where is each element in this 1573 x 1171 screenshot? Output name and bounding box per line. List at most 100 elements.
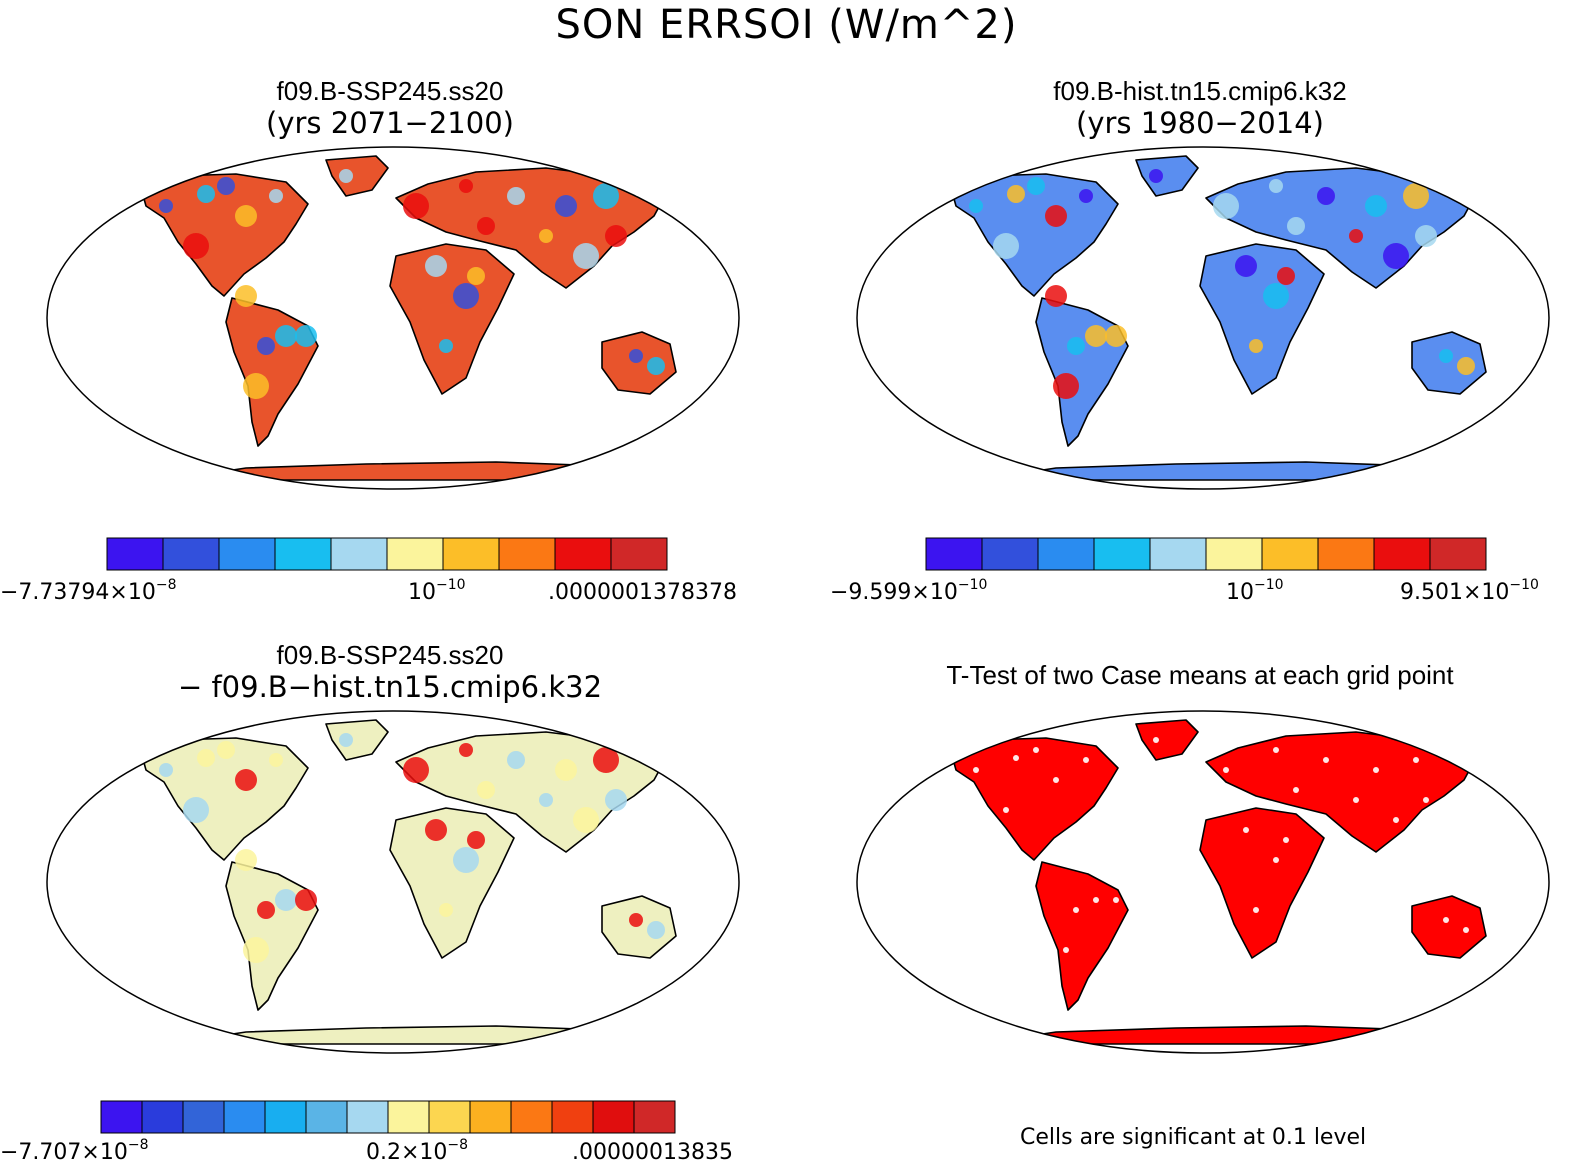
panel1-colorbar-max-label: .0000001378378 xyxy=(548,580,737,605)
field-speckle xyxy=(403,193,429,219)
north-america-landmass xyxy=(950,737,1119,861)
field-speckle xyxy=(235,285,257,307)
field-speckle xyxy=(507,751,525,769)
field-speckle xyxy=(633,727,659,753)
field-speckle xyxy=(969,199,983,213)
colorbar-swatch xyxy=(510,1100,553,1134)
field-speckle xyxy=(1373,767,1379,773)
field-speckle xyxy=(275,325,297,347)
panel3-colorbar-mid-label: 0.2×10−8 xyxy=(366,1137,469,1165)
field-speckle xyxy=(477,781,495,799)
colorbar-swatch xyxy=(223,1100,266,1134)
panel1-title: f09.B-SSP245.ss20 xyxy=(276,76,504,106)
field-speckle xyxy=(1383,243,1409,269)
colorbar-swatch xyxy=(182,1100,225,1134)
field-speckle xyxy=(1083,757,1089,763)
colorbar-swatch xyxy=(387,1100,430,1134)
panel1-world-map xyxy=(46,146,740,490)
colorbar-swatch xyxy=(346,1100,389,1134)
field-speckle xyxy=(1253,907,1259,913)
field-speckle xyxy=(1453,737,1459,743)
field-speckle xyxy=(1443,163,1469,189)
colorbar-swatch xyxy=(1205,537,1263,571)
panel3-colorbar xyxy=(100,1100,676,1134)
colorbar-swatch xyxy=(1149,537,1207,571)
field-speckle xyxy=(647,921,665,939)
panel2-colorbar-max-label: 9.501×10−10 xyxy=(1400,577,1539,605)
field-speckle xyxy=(275,889,297,911)
europe-asia-landmass xyxy=(1205,731,1477,853)
greenland-landmass xyxy=(325,719,389,761)
colorbar-swatch xyxy=(554,537,612,571)
field-speckle xyxy=(1463,927,1469,933)
field-speckle xyxy=(593,183,619,209)
panel2-subtitle: (yrs 1980−2014) xyxy=(1076,106,1324,140)
colorbar-swatch xyxy=(106,537,164,571)
field-speckle xyxy=(1079,189,1093,203)
panel1-colorbar-min-label: −7.73794×10−8 xyxy=(0,577,177,605)
colorbar-swatch xyxy=(162,537,220,571)
field-speckle xyxy=(425,255,447,277)
field-speckle xyxy=(1457,357,1475,375)
field-speckle xyxy=(257,337,275,355)
colorbar-swatch xyxy=(1373,537,1431,571)
field-speckle xyxy=(197,749,215,767)
panel2-title: f09.B-hist.tn15.cmip6.k32 xyxy=(1053,76,1347,106)
colorbar-swatch xyxy=(100,1100,143,1134)
field-speckle xyxy=(1033,747,1039,753)
field-speckle xyxy=(605,789,627,811)
field-speckle xyxy=(1027,177,1045,195)
field-speckle xyxy=(629,349,643,363)
panel3-title: f09.B-SSP245.ss20 xyxy=(276,640,504,670)
panel3-world-map xyxy=(46,710,740,1054)
field-speckle xyxy=(1053,857,1059,863)
field-speckle xyxy=(477,217,495,235)
greenland-landmass xyxy=(1135,155,1199,197)
colorbar-swatch xyxy=(218,537,276,571)
field-speckle xyxy=(1413,757,1419,763)
colorbar-swatch xyxy=(264,1100,307,1134)
field-speckle xyxy=(159,199,173,213)
field-speckle xyxy=(453,283,479,309)
colorbar-swatch xyxy=(305,1100,348,1134)
panel4-world-map xyxy=(856,710,1550,1054)
field-speckle xyxy=(573,807,599,833)
field-speckle xyxy=(1349,229,1363,243)
panel1-colorbar xyxy=(106,537,668,571)
field-speckle xyxy=(1273,747,1279,753)
colorbar-swatch xyxy=(1037,537,1095,571)
field-speckle xyxy=(1007,185,1025,203)
colorbar-swatch xyxy=(592,1100,635,1134)
field-speckle xyxy=(605,225,627,247)
greenland-landmass xyxy=(325,155,389,197)
field-speckle xyxy=(1263,283,1289,309)
field-speckle xyxy=(217,741,235,759)
field-speckle xyxy=(973,767,979,773)
map-boundary-ellipse xyxy=(856,146,1550,490)
field-speckle xyxy=(1053,373,1079,399)
colorbar-swatch xyxy=(925,537,983,571)
field-speckle xyxy=(1073,907,1079,913)
field-speckle xyxy=(555,195,577,217)
map-boundary-ellipse xyxy=(46,146,740,490)
field-speckle xyxy=(629,913,643,927)
colorbar-swatch xyxy=(274,537,332,571)
colorbar-swatch xyxy=(610,537,668,571)
colorbar-swatch xyxy=(1317,537,1375,571)
field-speckle xyxy=(1105,325,1127,347)
colorbar-swatch xyxy=(498,537,556,571)
colorbar-swatch xyxy=(141,1100,184,1134)
field-speckle xyxy=(1277,267,1295,285)
field-speckle xyxy=(1249,339,1263,353)
field-speckle xyxy=(1063,947,1069,953)
field-speckle xyxy=(235,769,257,791)
field-speckle xyxy=(439,339,453,353)
colorbar-swatch xyxy=(386,537,444,571)
field-speckle xyxy=(1093,897,1099,903)
field-speckle xyxy=(1287,217,1305,235)
field-speckle xyxy=(1353,797,1359,803)
map-boundary-ellipse xyxy=(856,710,1550,1054)
significance-note: Cells are significant at 0.1 level xyxy=(1020,1125,1367,1150)
field-speckle xyxy=(197,185,215,203)
field-speckle xyxy=(1013,755,1019,761)
